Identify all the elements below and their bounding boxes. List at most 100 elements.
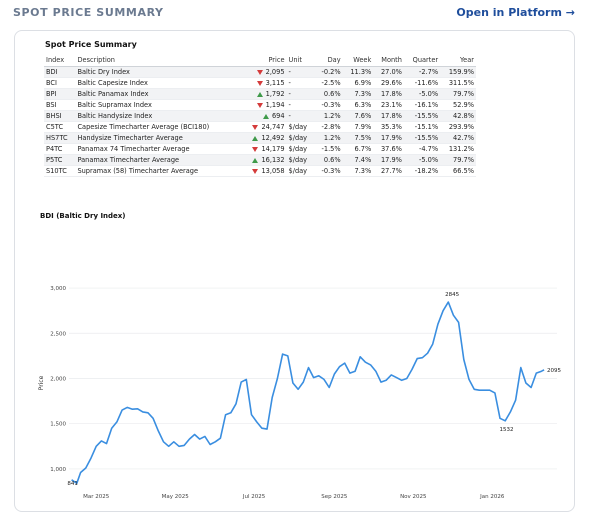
cell-week: 6.7% — [342, 143, 374, 155]
cell-month: 35.3% — [373, 121, 404, 133]
y-tick-label: 3,000 — [50, 286, 66, 292]
cell-month-text: 27.7% — [380, 167, 402, 175]
cell-quarter-text: -2.7% — [418, 68, 439, 76]
arrow-down-icon — [252, 146, 259, 152]
cell-month: 27.7% — [373, 165, 404, 177]
cell-year: 311.5% — [440, 77, 476, 89]
cell-unit-text: - — [288, 101, 291, 109]
cell-price-text: 694 — [271, 112, 285, 120]
cell-unit-text: - — [288, 68, 291, 76]
table-row[interactable]: BDI Baltic Dry Index 2,095- -0.2% 11.3% 27.0%… — [44, 66, 476, 78]
cell-index: P5TC — [44, 154, 76, 166]
table-row[interactable]: BCI Baltic Capesize Index 3,115- -2.5% 6.9% 2… — [44, 77, 476, 89]
cell-quarter: -2.7% — [403, 66, 441, 78]
cell-week: 7.3% — [342, 88, 374, 100]
table-row[interactable]: P5TC Panamax Timecharter Average 16,132 $/d… — [44, 154, 476, 166]
x-tick-label: Jul 2025 — [242, 494, 266, 500]
cell-year-text: 79.7% — [453, 90, 474, 98]
cell-price-text: 24,747 — [261, 123, 285, 131]
cell-unit: $/day — [286, 154, 315, 166]
cell-index: BSI — [44, 99, 76, 111]
cell-year: 131.2% — [440, 143, 476, 155]
cell-month-text: 29.6% — [380, 79, 402, 87]
cell-quarter-text: -18.2% — [414, 167, 439, 175]
cell-month: 23.1% — [373, 99, 404, 111]
cell-index-text: S10TC — [46, 167, 67, 175]
col-year: Year — [440, 53, 476, 67]
cell-year-text: 131.2% — [448, 145, 474, 153]
cell-month-text: 27.0% — [380, 68, 402, 76]
table-row[interactable]: BHSI Baltic Handysize Index 694- 1.2% 7.6% 17… — [44, 110, 476, 122]
cell-day-text: 0.6% — [323, 90, 341, 98]
cell-description-text: Baltic Handysize Index — [77, 112, 153, 120]
y-axis-label: Price — [38, 375, 45, 390]
cell-quarter-text: -4.7% — [418, 145, 439, 153]
arrow-up-icon — [262, 113, 269, 119]
cell-week: 7.4% — [342, 154, 374, 166]
cell-week-text: 7.6% — [354, 112, 372, 120]
cell-day-text: -1.5% — [321, 145, 341, 153]
cell-quarter: -4.7% — [403, 143, 441, 155]
cell-unit-text: $/day — [288, 167, 308, 175]
cell-month-text: 23.1% — [380, 101, 402, 109]
cell-description: Baltic Supramax Index — [75, 99, 243, 111]
cell-day-text: -0.3% — [321, 101, 341, 109]
cell-price: 24,747 — [242, 121, 287, 133]
cell-index: BDI — [44, 66, 76, 78]
cell-price-text: 1,792 — [265, 90, 285, 98]
cell-day: -0.3% — [314, 99, 343, 111]
cell-price-text: 14,179 — [261, 145, 285, 153]
cell-day: -2.8% — [314, 121, 343, 133]
cell-year-text: 311.5% — [448, 79, 474, 87]
cell-day-text: -2.5% — [321, 79, 341, 87]
cell-unit-text: $/day — [288, 134, 308, 142]
cell-week: 7.3% — [342, 165, 374, 177]
cell-index-text: C5TC — [46, 123, 64, 131]
cell-index-text: P5TC — [46, 156, 63, 164]
table-row[interactable]: HS7TC Handysize Timecharter Average 12,492… — [44, 132, 476, 144]
spot-price-table: Index Description Price Unit Day Week Mo… — [44, 53, 476, 177]
cell-description-text: Baltic Dry Index — [77, 68, 130, 76]
table-row[interactable]: BSI Baltic Supramax Index 1,194- -0.3% 6.3% 2… — [44, 99, 476, 111]
col-day: Day — [314, 53, 343, 67]
table-header-row: Index Description Price Unit Day Week Mo… — [44, 53, 476, 67]
cell-week-text: 6.3% — [354, 101, 372, 109]
cell-week-text: 6.9% — [354, 79, 372, 87]
cell-index-text: BSI — [46, 101, 57, 109]
table-row[interactable]: S10TC Supramax (58) Timecharter Average 13… — [44, 165, 476, 177]
cell-month: 29.6% — [373, 77, 404, 89]
arrow-down-icon — [256, 69, 263, 75]
open-in-platform-link[interactable]: Open in Platform → — [456, 6, 575, 19]
cell-quarter: -16.1% — [403, 99, 441, 111]
data-label: 2845 — [445, 292, 459, 298]
table-row[interactable]: P4TC Panamax 74 Timecharter Average 14,179… — [44, 143, 476, 155]
cell-month-text: 17.9% — [380, 134, 402, 142]
cell-month: 17.8% — [373, 88, 404, 100]
cell-year-text: 42.8% — [453, 112, 474, 120]
y-tick-label: 1,500 — [50, 422, 66, 428]
cell-week-text: 7.3% — [354, 167, 372, 175]
table-row[interactable]: BPI Baltic Panamax Index 1,792- 0.6% 7.3% 17.… — [44, 88, 476, 100]
cell-description: Baltic Panamax Index — [75, 88, 243, 100]
cell-quarter: -5.0% — [403, 154, 441, 166]
cell-month-text: 17.8% — [380, 112, 402, 120]
arrow-up-icon — [252, 157, 259, 163]
cell-year: 52.9% — [440, 99, 476, 111]
cell-unit: - — [286, 88, 315, 100]
table-row[interactable]: C5TC Capesize Timecharter Average (BCI180… — [44, 121, 476, 133]
cell-description: Handysize Timecharter Average — [75, 132, 243, 144]
cell-month: 17.9% — [373, 154, 404, 166]
cell-price-text: 13,058 — [261, 167, 285, 175]
cell-unit-text: - — [288, 79, 291, 87]
cell-index: BCI — [44, 77, 76, 89]
cell-unit: - — [286, 66, 315, 78]
cell-year: 79.7% — [440, 88, 476, 100]
cell-index-text: BHSI — [46, 112, 62, 120]
cell-index-text: P4TC — [46, 145, 63, 153]
cell-year: 293.9% — [440, 121, 476, 133]
cell-year-text: 159.9% — [448, 68, 474, 76]
cell-price: 1,194 — [242, 99, 287, 111]
y-tick-label: 2,000 — [50, 376, 66, 382]
arrow-down-icon — [256, 102, 263, 108]
arrow-up-icon — [256, 91, 263, 97]
